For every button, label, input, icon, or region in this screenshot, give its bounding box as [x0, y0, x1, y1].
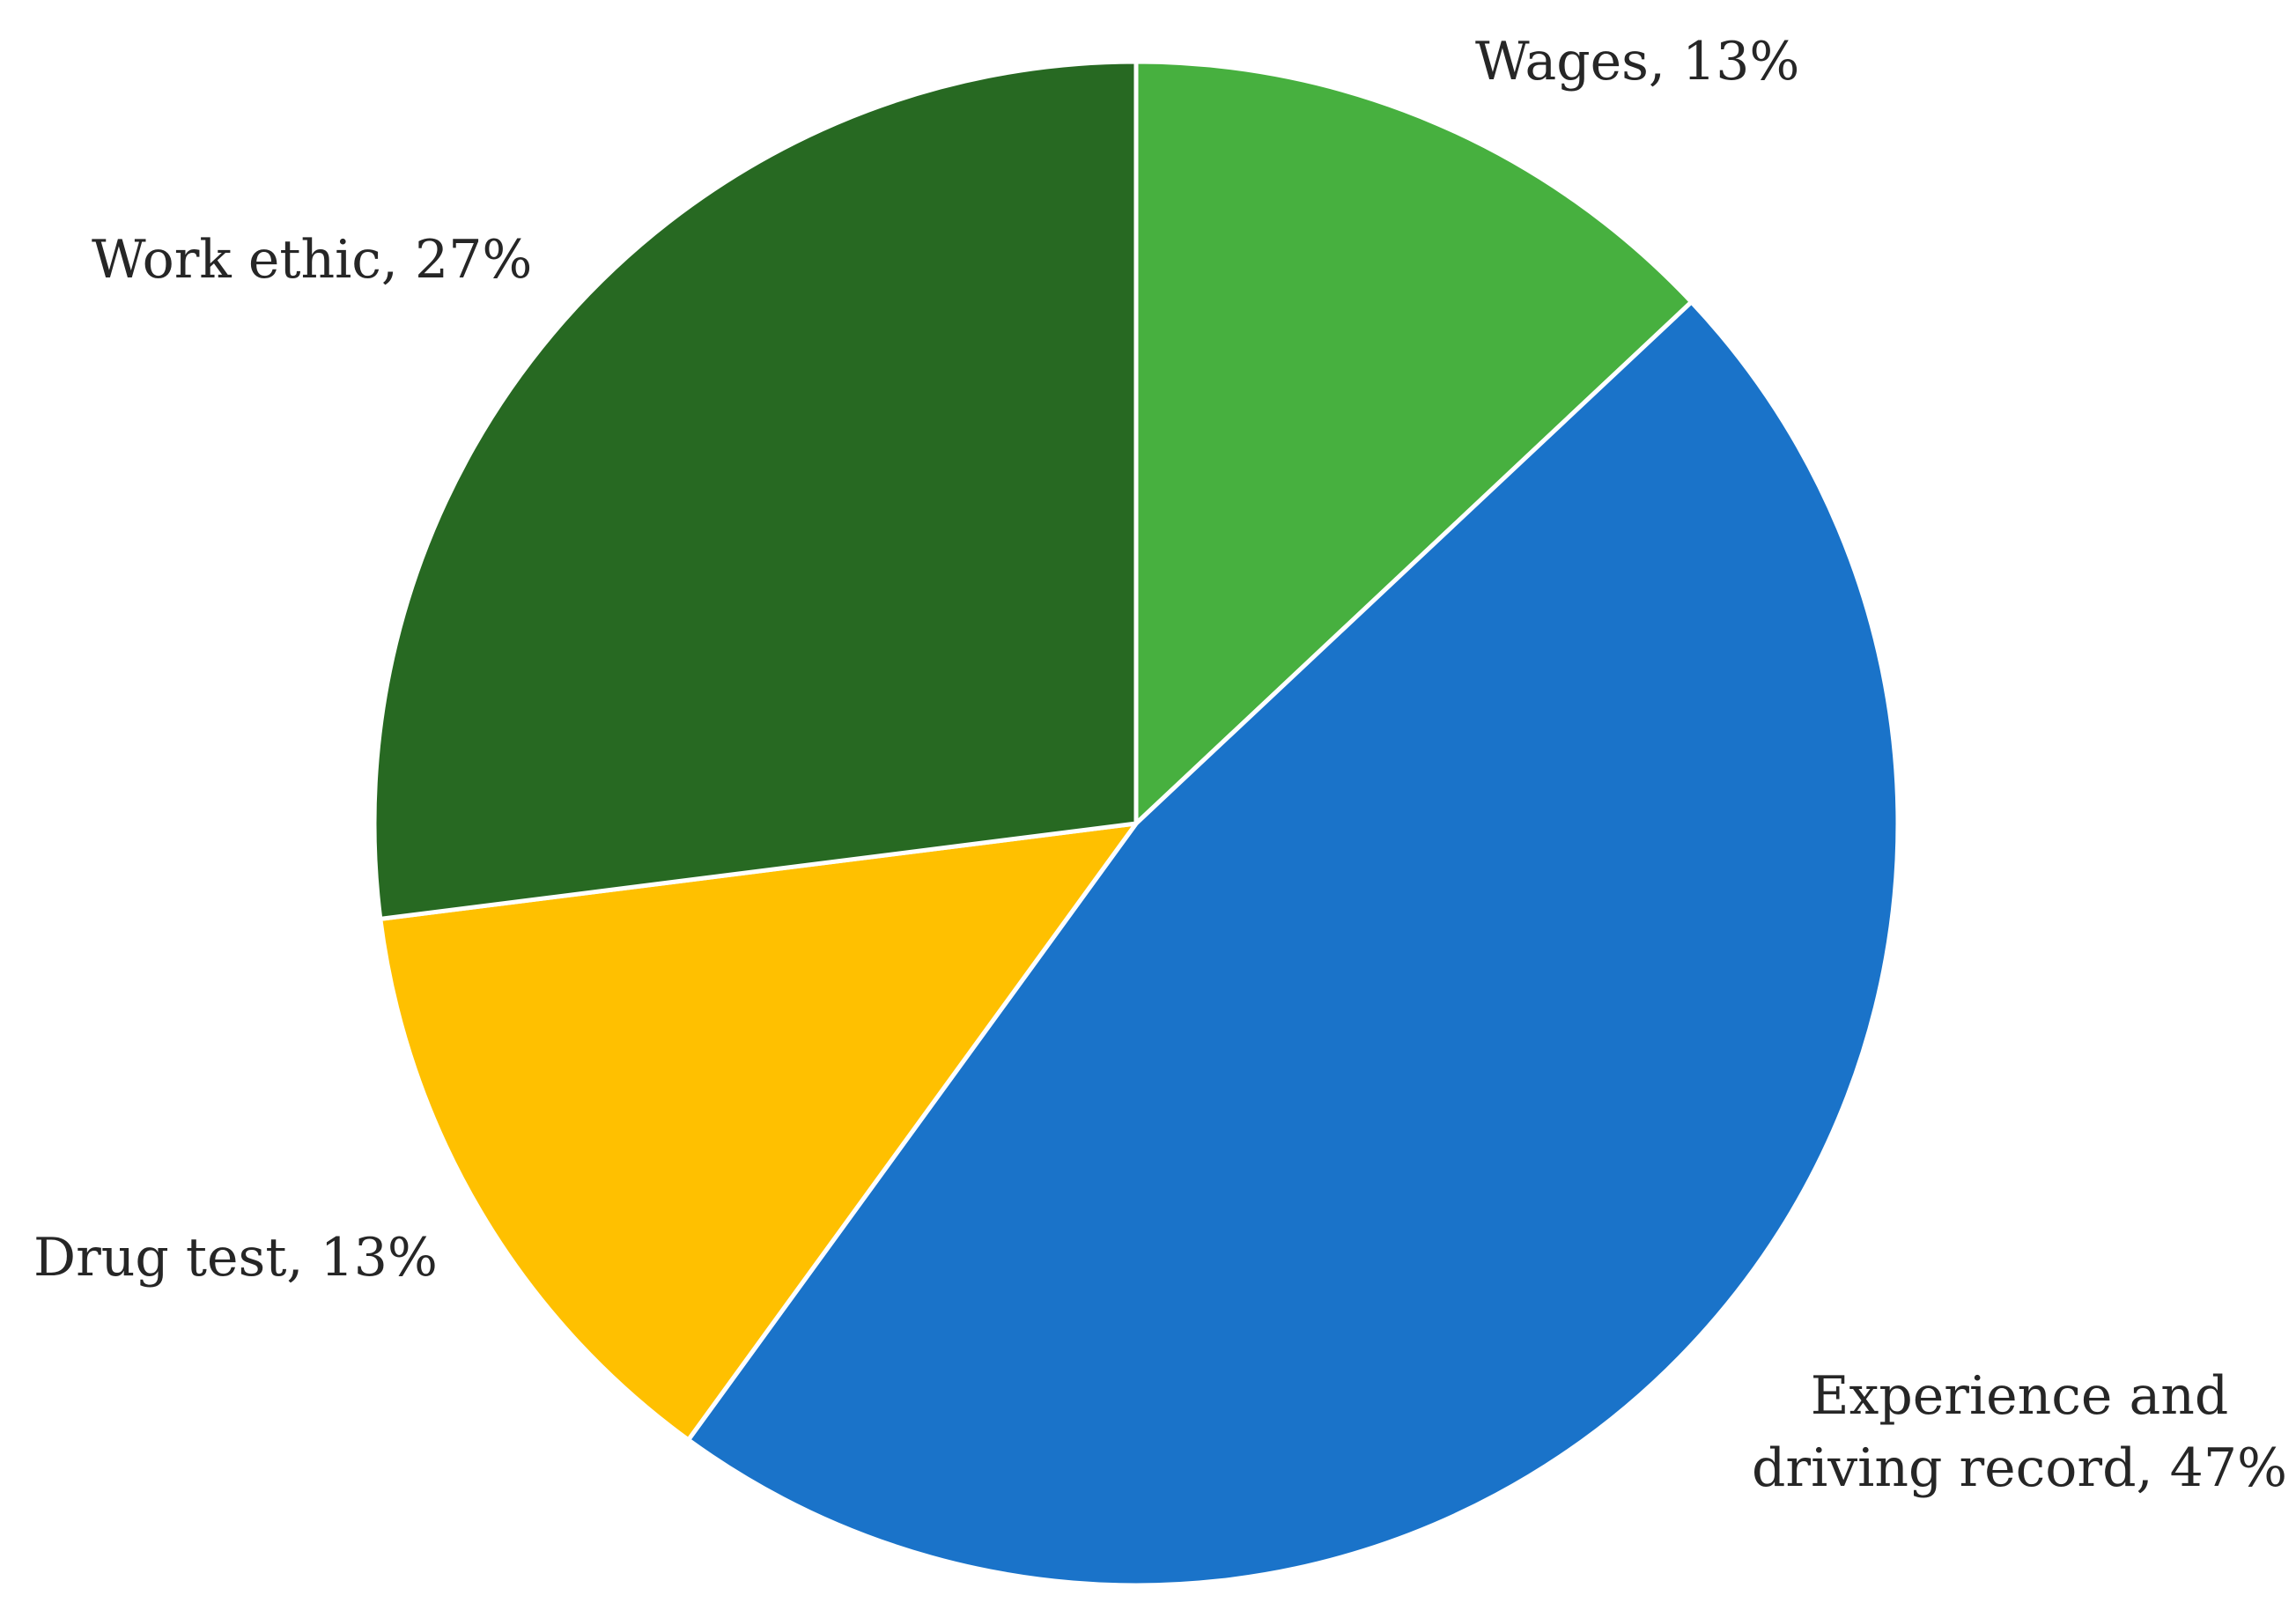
- pie-label-line: Work ethic, 27%: [92, 229, 532, 291]
- pie-slice-drug-test: [378, 821, 1139, 1443]
- pie-label-drug-test: Drug test, 13%: [33, 1227, 438, 1289]
- pie-label-line: driving record, 47%: [1752, 1437, 2287, 1499]
- pie-slice-work-ethic: [372, 59, 1139, 921]
- pie-label-work-ethic: Work ethic, 27%: [92, 229, 532, 291]
- pie-slice-wages: [1133, 59, 1694, 826]
- pie-label-line: Drug test, 13%: [33, 1227, 438, 1289]
- pie-label-line: Wages, 13%: [1475, 31, 1799, 92]
- pie-label-wages: Wages, 13%: [1475, 31, 1799, 92]
- pie-labels: Wages, 13% Experience and driving record, …: [33, 31, 2287, 1499]
- pie-label-line: Experience and: [1811, 1365, 2229, 1427]
- pie-label-experience-and-driving-record: Experience and driving record, 47%: [1752, 1365, 2287, 1499]
- pie-slice-experience-and-driving-record: [686, 299, 1901, 1588]
- pie-slices: [372, 59, 1901, 1588]
